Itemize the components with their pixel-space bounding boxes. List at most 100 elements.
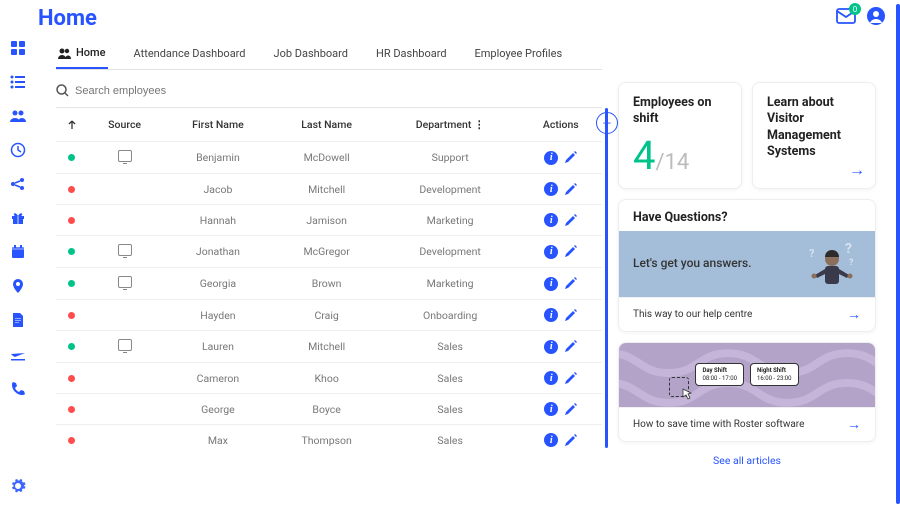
share-icon[interactable] <box>10 176 26 192</box>
clock-icon[interactable] <box>10 142 26 158</box>
right-scrollbar[interactable] <box>896 4 900 504</box>
info-button[interactable]: i <box>544 182 558 196</box>
svg-text:?: ? <box>849 258 854 268</box>
see-all-articles-link[interactable]: See all articles <box>618 452 876 469</box>
edit-button[interactable] <box>564 372 577 385</box>
plane-icon[interactable] <box>10 346 26 362</box>
people-icon[interactable] <box>10 108 26 124</box>
table-row[interactable]: JonathanMcGregorDevelopmenti <box>56 236 602 268</box>
questions-card: Have Questions? Let's get you answers. ?… <box>618 199 876 332</box>
cell-source <box>86 300 163 331</box>
tab-job[interactable]: Job Dashboard <box>272 40 350 69</box>
table-row[interactable]: CameronKhooSalesi <box>56 363 602 394</box>
arrow-icon[interactable]: → <box>849 160 865 180</box>
status-dot <box>68 217 75 224</box>
edit-button[interactable] <box>564 403 577 416</box>
edit-button[interactable] <box>564 183 577 196</box>
mail-icon[interactable]: 0 <box>836 8 856 24</box>
arrow-icon: → <box>847 416 861 433</box>
table-row[interactable]: HannahJamisonMarketingi <box>56 205 602 236</box>
arrow-icon: → <box>847 306 861 323</box>
sort-column[interactable] <box>56 108 86 142</box>
dashboard-icon[interactable] <box>10 40 26 56</box>
cell-dept: Sales <box>381 331 520 363</box>
visitor-mgmt-card[interactable]: Learn about Visitor Management Systems → <box>752 82 876 189</box>
calendar-icon[interactable] <box>10 244 26 260</box>
table-row[interactable]: GeorgiaBrownMarketing i <box>56 268 602 300</box>
edit-button[interactable] <box>564 214 577 227</box>
table-scrollbar[interactable] <box>605 108 608 448</box>
col-menu-icon[interactable]: ⋮ <box>474 118 485 131</box>
col-actions: Actions <box>520 108 602 142</box>
tab-label: HR Dashboard <box>376 47 447 60</box>
status-dot <box>68 248 75 255</box>
info-button[interactable]: i <box>544 402 558 416</box>
pin-icon[interactable] <box>10 278 26 294</box>
cell-actions: i <box>520 300 602 331</box>
cell-last: Thompson <box>273 425 381 456</box>
list-icon[interactable] <box>10 74 26 90</box>
tab-attendance[interactable]: Attendance Dashboard <box>132 40 248 69</box>
search-input[interactable] <box>75 85 275 97</box>
gift-icon[interactable] <box>10 210 26 226</box>
phone-icon[interactable] <box>10 380 26 396</box>
col-last[interactable]: Last Name <box>273 108 381 142</box>
cell-source <box>86 394 163 425</box>
info-button[interactable]: i <box>544 277 558 291</box>
info-button[interactable]: i <box>544 340 558 354</box>
card-title: Employees on shift <box>633 95 727 128</box>
edit-button[interactable] <box>564 277 577 290</box>
header-actions: 0 <box>836 6 886 26</box>
info-button[interactable]: i <box>544 371 558 385</box>
status-dot <box>68 375 75 382</box>
employee-table-wrap: + Source First Name Last Name Department… <box>56 107 602 455</box>
col-first[interactable]: First Name <box>163 108 272 142</box>
sidebar-nav <box>0 0 36 508</box>
gear-icon[interactable] <box>10 478 26 494</box>
info-button[interactable]: i <box>544 308 558 322</box>
cell-first: Max <box>163 425 272 456</box>
table-row[interactable]: GeorgeBoyceSalesi <box>56 394 602 425</box>
info-button[interactable]: i <box>544 213 558 227</box>
edit-button[interactable] <box>564 309 577 322</box>
info-button[interactable]: i <box>544 151 558 165</box>
questions-illustration: Let's get you answers. ? ? ? <box>619 231 875 297</box>
tab-label: Attendance Dashboard <box>134 47 246 60</box>
table-row[interactable]: LaurenMitchellSalesi <box>56 331 602 363</box>
document-icon[interactable] <box>10 312 26 328</box>
edit-button[interactable] <box>564 434 577 447</box>
card-title: Have Questions? <box>619 200 875 231</box>
user-avatar-icon[interactable] <box>866 6 886 26</box>
cell-source <box>86 425 163 456</box>
edit-button[interactable] <box>564 151 577 164</box>
help-centre-link[interactable]: This way to our help centre → <box>619 297 875 331</box>
tab-profiles[interactable]: Employee Profiles <box>473 40 565 69</box>
monitor-icon <box>118 150 132 162</box>
cell-dept: Marketing <box>381 268 520 300</box>
cell-dept: Sales <box>381 363 520 394</box>
info-button[interactable]: i <box>544 245 558 259</box>
cell-last: Brown <box>273 268 381 300</box>
info-button[interactable]: i <box>544 433 558 447</box>
edit-button[interactable] <box>564 340 577 353</box>
edit-button[interactable] <box>564 245 577 258</box>
cell-last: Craig <box>273 300 381 331</box>
cell-source <box>86 236 163 268</box>
col-source[interactable]: Source <box>86 108 163 142</box>
table-row[interactable]: MaxThompsonSalesi <box>56 425 602 456</box>
table-row[interactable]: HaydenCraigOnboardingi <box>56 300 602 331</box>
cell-dept: Development <box>381 236 520 268</box>
cell-last: McGregor <box>273 236 381 268</box>
tab-home[interactable]: Home <box>56 40 108 69</box>
tab-label: Employee Profiles <box>475 47 563 60</box>
table-row[interactable]: BenjaminMcDowellSupporti <box>56 142 602 174</box>
shift-current: 4 <box>633 136 655 176</box>
roster-link[interactable]: How to save time with Roster software → <box>619 407 875 441</box>
card-title: Learn about Visitor Management Systems <box>767 95 861 160</box>
col-dept[interactable]: Department ⋮ <box>381 108 520 142</box>
employees-on-shift-card[interactable]: Employees on shift 4 /14 <box>618 82 742 189</box>
tabs: Home Attendance Dashboard Job Dashboard … <box>56 40 602 70</box>
cell-first: Georgia <box>163 268 272 300</box>
table-row[interactable]: JacobMitchellDevelopmenti <box>56 174 602 205</box>
tab-hr[interactable]: HR Dashboard <box>374 40 449 69</box>
